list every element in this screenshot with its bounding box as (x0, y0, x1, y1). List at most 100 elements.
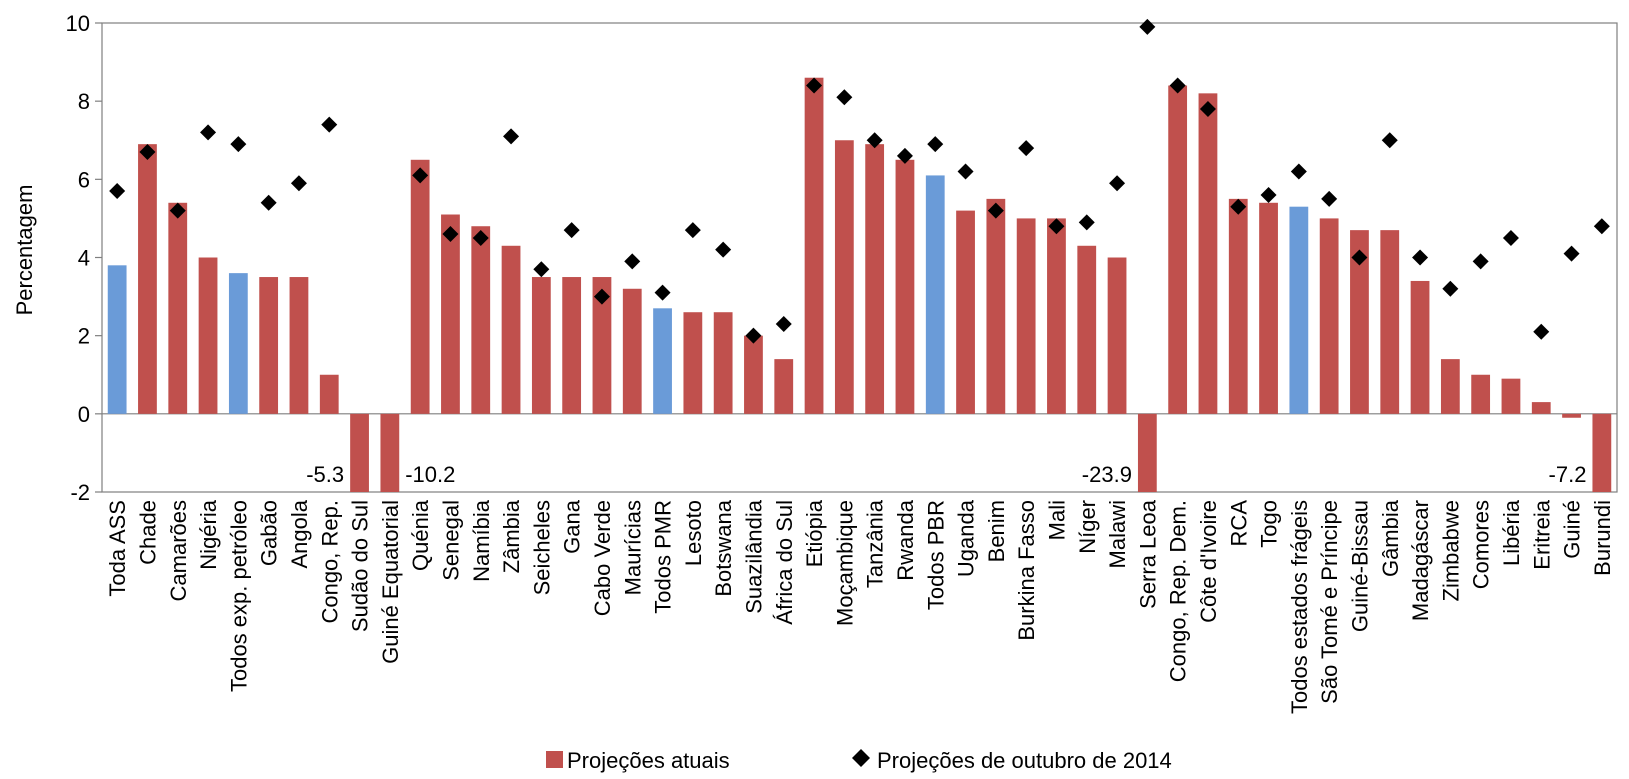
bars (107, 77, 1612, 492)
marker-point (896, 147, 913, 164)
marker-point (412, 167, 429, 184)
legend-bar-label: Projeções atuais (567, 748, 730, 773)
x-tick-label: Gana (560, 499, 585, 554)
y-tick-label: 2 (78, 324, 90, 349)
bar (1380, 230, 1400, 414)
category-labels: Toda ASS Chade Camarões Nigéria Todos exp. p… (105, 499, 1615, 714)
bar (289, 277, 309, 414)
marker-point (957, 163, 974, 180)
marker-point (1321, 190, 1338, 207)
bar (1228, 198, 1248, 414)
x-tick-label: Quénia (408, 499, 433, 571)
marker-point (1139, 18, 1156, 35)
x-tick-label: Todos estados frágeis (1287, 500, 1312, 714)
bar (713, 312, 733, 414)
bar (319, 374, 339, 414)
bar (501, 245, 521, 414)
marker-point (715, 241, 732, 258)
marker-point (230, 136, 247, 153)
marker-point (1412, 249, 1429, 266)
x-tick-label: Zâmbia (499, 499, 524, 573)
x-tick-label: Mali (1044, 500, 1069, 540)
x-tick-label: Cabo Verde (590, 500, 615, 616)
marker-point (169, 202, 186, 219)
x-tick-label: Côte d'Ivoire (1196, 500, 1221, 623)
marker-point (1533, 323, 1550, 340)
x-tick-label: São Tomé e Príncipe (1317, 500, 1342, 704)
x-tick-label: Comores (1469, 500, 1494, 589)
marker-point (1109, 175, 1126, 192)
bar (865, 144, 885, 414)
x-tick-label: Camarões (166, 500, 191, 601)
x-tick-label: África do Sul (772, 500, 797, 625)
bar (1410, 280, 1430, 414)
bar (1440, 359, 1460, 414)
x-tick-label: Guiné (1560, 500, 1585, 559)
marker-point (1260, 186, 1277, 203)
x-tick-label: Libéria (1499, 499, 1524, 566)
marker-point (1472, 253, 1489, 270)
marker-point (442, 226, 459, 243)
y-tick-label: 10 (66, 11, 90, 36)
data-label: -7.2 (1549, 462, 1587, 487)
marker-point (139, 143, 156, 160)
bar (1168, 85, 1188, 414)
bar (592, 277, 612, 414)
bar (1077, 245, 1097, 414)
bar (744, 335, 763, 414)
x-tick-label: Sudão do Sul (348, 500, 373, 632)
marker-point (1351, 249, 1368, 266)
data-label: -23.9 (1082, 462, 1132, 487)
x-tick-label: Burkina Fasso (1014, 500, 1039, 641)
bar (986, 198, 1006, 414)
x-tick-label: Todos PMR (651, 500, 676, 614)
marker-point (321, 116, 338, 133)
x-tick-label: Seicheles (529, 500, 554, 595)
x-tick-label: Zimbabwe (1438, 500, 1463, 601)
marker-point (927, 136, 944, 153)
bar (956, 210, 975, 414)
y-tick-label: -2 (70, 480, 90, 505)
bar (441, 214, 460, 414)
marker-point (745, 327, 762, 344)
marker-point (987, 202, 1004, 219)
x-tick-label: Togo (1257, 500, 1282, 548)
marker-point (533, 261, 550, 278)
x-tick-label: Guiné-Bissau (1347, 500, 1372, 632)
x-tick-label: Gâmbia (1378, 499, 1403, 577)
bar (1107, 257, 1127, 414)
marker-point (1199, 100, 1216, 117)
x-tick-label: Congo, Rep. Dem. (1166, 500, 1191, 682)
bar (1319, 218, 1339, 414)
marker-point (775, 315, 792, 332)
x-tick-label: Guiné Equatorial (378, 500, 403, 664)
bar (168, 202, 188, 414)
marker-point (684, 222, 701, 239)
bar (350, 413, 369, 492)
marker-point (806, 77, 823, 94)
bar (1531, 402, 1551, 414)
x-tick-label: Chade (135, 500, 160, 565)
legend: Projeções atuais Projeções de outubro de… (546, 748, 1172, 773)
marker-point (593, 288, 610, 305)
x-tick-label: Serra Leoa (1135, 499, 1160, 609)
marker-point (1381, 132, 1398, 149)
bar (1016, 218, 1036, 414)
marker-point (1442, 280, 1459, 297)
marker-point (1230, 198, 1247, 215)
x-tick-label: Gabão (257, 500, 282, 566)
marker-point (563, 222, 580, 239)
data-label: -5.3 (306, 462, 344, 487)
bar (562, 277, 582, 414)
bar (1562, 413, 1581, 418)
y-tick-label: 6 (78, 167, 90, 192)
marker-point (836, 89, 853, 106)
bar (1501, 378, 1521, 414)
bar (834, 140, 854, 414)
x-tick-label: Benim (984, 500, 1009, 562)
x-tick-label: Burundi (1590, 500, 1615, 576)
bar (531, 277, 551, 414)
x-tick-label: Todos PBR (923, 500, 948, 610)
bar (622, 288, 642, 414)
